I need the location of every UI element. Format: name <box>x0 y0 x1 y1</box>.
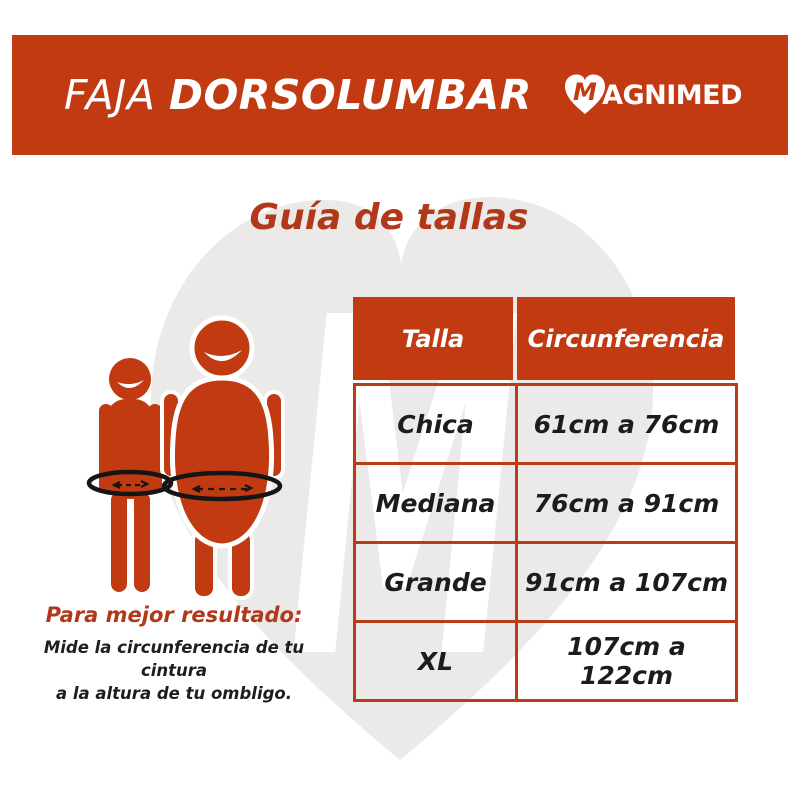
size-cell-talla: Grande <box>353 541 518 623</box>
size-table: Talla Circunferencia Chica 61cm a 76cm M… <box>353 297 738 702</box>
header-bar: FAJA DORSOLUMBAR M AGNIMED <box>12 35 788 155</box>
size-table-header: Talla Circunferencia <box>353 297 735 380</box>
heart-m-icon: M <box>565 74 606 114</box>
measurement-tip: Para mejor resultado: Mide la circunfere… <box>28 603 320 705</box>
table-row: XL 107cm a 122cm <box>353 620 738 702</box>
size-cell-circunferencia: 91cm a 107cm <box>515 541 738 623</box>
svg-text:M: M <box>573 78 597 106</box>
product-title-bold: DORSOLUMBAR <box>168 71 532 119</box>
column-header-talla: Talla <box>353 297 513 380</box>
size-cell-circunferencia: 76cm a 91cm <box>515 462 738 544</box>
waist-measure-lines <box>86 469 283 502</box>
table-row: Grande 91cm a 107cm <box>353 541 738 623</box>
large-person-figure <box>160 315 285 600</box>
size-cell-circunferencia: 61cm a 76cm <box>515 383 738 465</box>
column-header-circunferencia: Circunferencia <box>517 297 735 380</box>
product-title-regular: FAJA <box>64 71 156 119</box>
table-row: Chica 61cm a 76cm <box>353 383 738 465</box>
brand-logo: M AGNIMED <box>562 73 742 117</box>
tip-line-2: a la altura de tu ombligo. <box>55 684 293 704</box>
size-figures-illustration <box>86 315 285 600</box>
size-cell-talla: Chica <box>353 383 518 465</box>
size-table-body: Chica 61cm a 76cm Mediana 76cm a 91cm Gr… <box>353 383 738 702</box>
tip-line-1: Mide la circunferencia de tu cintura <box>43 638 305 681</box>
tip-heading: Para mejor resultado: <box>45 603 303 627</box>
product-title: FAJA DORSOLUMBAR <box>64 71 532 119</box>
brand-wordmark: AGNIMED <box>602 79 742 111</box>
size-cell-talla: Mediana <box>353 462 518 544</box>
page-title: Guía de tallas <box>249 197 529 238</box>
size-cell-circunferencia: 107cm a 122cm <box>515 620 738 702</box>
size-cell-talla: XL <box>353 620 518 702</box>
table-row: Mediana 76cm a 91cm <box>353 462 738 544</box>
